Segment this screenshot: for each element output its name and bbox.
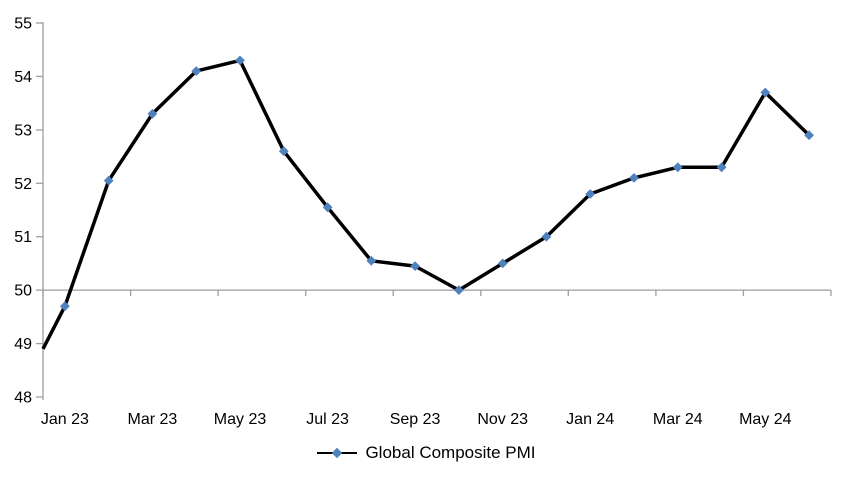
data-point-marker xyxy=(410,261,420,271)
data-point-marker xyxy=(60,301,70,312)
data-point-marker xyxy=(541,231,552,242)
data-point-marker xyxy=(454,285,464,295)
data-point-marker xyxy=(278,146,289,157)
y-axis-label: 48 xyxy=(14,390,32,407)
pmi-series-line xyxy=(41,58,811,350)
chart-legend: Global Composite PMI xyxy=(0,443,852,463)
data-point-marker xyxy=(585,189,596,199)
y-axis-label: 49 xyxy=(14,336,32,353)
x-axis-label: Nov 23 xyxy=(477,411,528,428)
data-point-marker xyxy=(191,66,202,76)
data-point-marker xyxy=(497,258,508,269)
data-point-marker xyxy=(366,255,377,266)
data-point-marker xyxy=(629,173,639,183)
data-point-marker xyxy=(322,202,333,213)
x-axis-label: Mar 23 xyxy=(128,411,178,428)
legend-series-icon xyxy=(317,447,358,459)
y-axis-label: 54 xyxy=(14,69,32,86)
y-axis-label: 52 xyxy=(14,176,32,193)
x-axis-label: May 24 xyxy=(739,411,792,428)
data-point-marker xyxy=(235,55,245,66)
y-axis-label: 53 xyxy=(14,122,32,139)
y-axis-label: 50 xyxy=(14,283,32,300)
data-point-marker xyxy=(147,108,158,119)
data-point-marker xyxy=(716,162,727,173)
x-axis-label: Jul 23 xyxy=(306,411,349,428)
y-axis-label: 55 xyxy=(14,16,32,33)
x-axis-label: May 23 xyxy=(214,411,267,428)
data-point-marker xyxy=(804,130,814,141)
y-axis-label: 51 xyxy=(14,229,32,246)
data-point-marker xyxy=(672,162,683,173)
x-axis-label: Mar 24 xyxy=(653,411,703,428)
data-point-marker xyxy=(103,175,114,186)
x-axis-label: Sep 23 xyxy=(390,411,441,428)
legend-diamond-icon xyxy=(332,447,343,459)
legend-label: Global Composite PMI xyxy=(365,443,536,462)
data-point-marker xyxy=(760,87,771,98)
x-axis-label: Jan 24 xyxy=(566,411,614,428)
x-axis-label: Jan 23 xyxy=(41,411,89,428)
